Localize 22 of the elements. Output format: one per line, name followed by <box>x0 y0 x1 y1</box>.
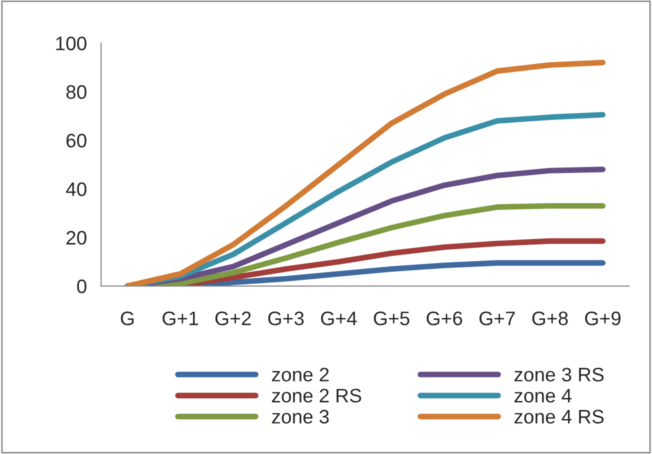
y-tick-label: 60 <box>66 134 86 148</box>
y-tick-label: 40 <box>66 182 86 196</box>
legend-label: zone 2 <box>272 368 329 382</box>
x-tick-label: G+5 <box>374 312 410 326</box>
legend-label: zone 2 RS <box>272 388 362 403</box>
x-tick-label: G+3 <box>268 312 304 326</box>
x-tick-label: G+8 <box>532 312 568 326</box>
legend-label: zone 3 RS <box>514 368 604 382</box>
x-tick-label: G+2 <box>215 312 251 326</box>
y-tick-label: 80 <box>66 85 86 99</box>
x-tick-label: G+7 <box>479 312 515 326</box>
y-tick-label: 100 <box>56 36 86 50</box>
y-tick-label: 20 <box>66 230 86 245</box>
x-tick-label: G+4 <box>321 312 357 326</box>
x-tick-label: G <box>120 312 134 326</box>
legend-label: zone 3 <box>272 410 329 424</box>
x-tick-label: G+6 <box>426 312 462 326</box>
y-tick-label: 0 <box>77 279 86 294</box>
legend-label: zone 4 <box>514 388 572 403</box>
legend-label: zone 4 RS <box>514 410 604 424</box>
x-tick-label: G+1 <box>162 312 198 326</box>
x-tick-label: G+9 <box>585 312 620 326</box>
